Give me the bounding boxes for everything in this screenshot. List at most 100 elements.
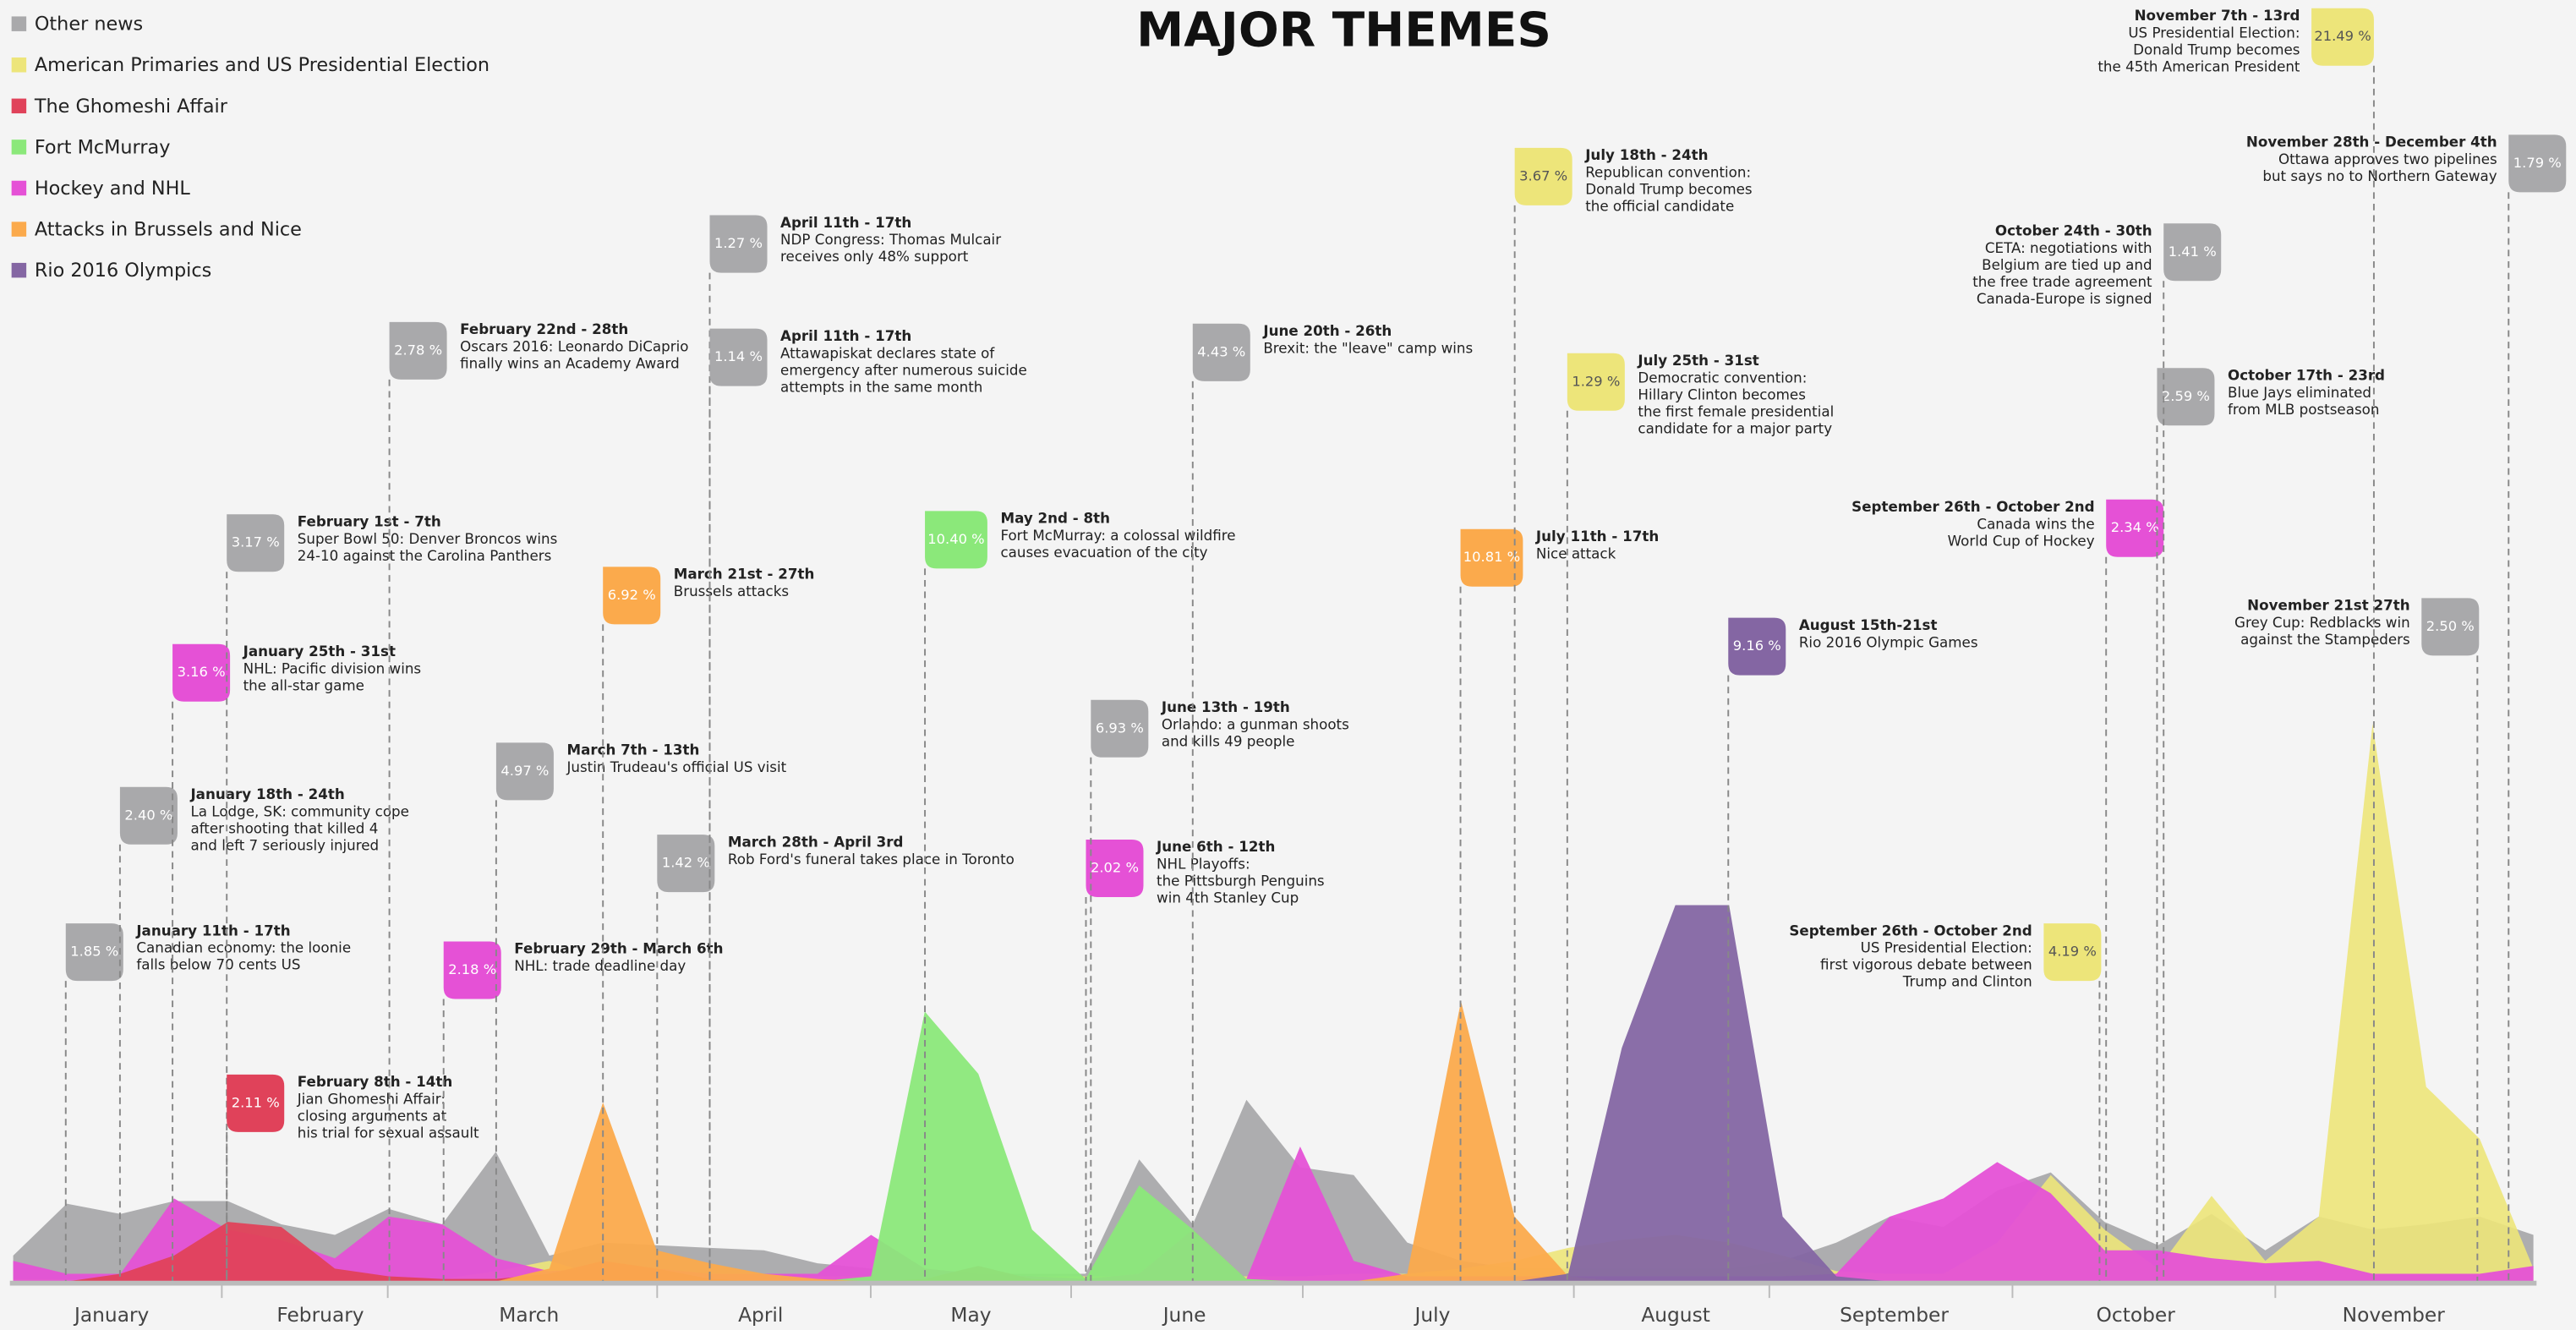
annotation-text: NHL Playoffs: bbox=[1157, 856, 1250, 873]
value-bubble bbox=[119, 786, 178, 845]
annotation-text: Republican convention: bbox=[1585, 164, 1751, 181]
annotation-date: June 20th - 26th bbox=[1262, 322, 1392, 339]
value-bubble bbox=[925, 511, 987, 569]
annotation-text: NHL: trade deadline day bbox=[514, 957, 686, 974]
value-bubble bbox=[2421, 598, 2480, 656]
legend-label: Fort McMurray bbox=[35, 136, 171, 158]
annotation-text: first vigorous debate between bbox=[1820, 956, 2032, 973]
value-bubble bbox=[1086, 839, 1144, 897]
annotation-text: Orlando: a gunman shoots bbox=[1162, 715, 1349, 732]
annotation-text: Brussels attacks bbox=[674, 583, 789, 599]
value-label: 2.18 % bbox=[448, 961, 496, 977]
annotation-text: Jian Ghomeshi Affair: bbox=[297, 1090, 446, 1107]
annotation-text: the official candidate bbox=[1585, 198, 1734, 215]
annotation-text: Rob Ford's funeral takes place in Toront… bbox=[728, 851, 1015, 868]
value-label: 6.92 % bbox=[608, 587, 656, 603]
value-bubble bbox=[2043, 923, 2102, 982]
annotation-date: October 24th - 30th bbox=[1995, 222, 2152, 238]
annotation-date: February 8th - 14th bbox=[298, 1073, 453, 1090]
value-bubble bbox=[1514, 147, 1572, 205]
annotation-text: receives only 48% support bbox=[780, 248, 969, 265]
annotation-text: and kills 49 people bbox=[1162, 732, 1295, 749]
value-label: 21.49 % bbox=[2314, 28, 2371, 44]
value-bubble bbox=[709, 215, 768, 273]
annotation-date: February 22nd - 28th bbox=[460, 320, 628, 337]
annotation-date: July 18th - 24th bbox=[1584, 146, 1708, 163]
annotation-date: February 1st - 7th bbox=[298, 512, 441, 529]
annotation-date: May 2nd - 8th bbox=[1000, 510, 1110, 527]
month-label: September bbox=[1840, 1304, 1949, 1327]
annotation-text: CETA: negotiations with bbox=[1985, 239, 2152, 256]
annotation-text: the 45th American President bbox=[2097, 57, 2300, 74]
value-bubble bbox=[443, 941, 501, 999]
annotation-date: January 11th - 17th bbox=[135, 922, 290, 939]
value-bubble bbox=[1091, 699, 1149, 758]
annotation-text: causes evacuation of the city bbox=[1000, 544, 1207, 561]
value-label: 2.11 % bbox=[232, 1094, 280, 1110]
annotation-text: Oscars 2016: Leonardo DiCaprio bbox=[460, 337, 688, 354]
legend-label: The Ghomeshi Affair bbox=[34, 96, 228, 118]
value-bubble bbox=[2157, 368, 2215, 426]
value-bubble bbox=[1192, 323, 1250, 381]
annotation-date: July 11th - 17th bbox=[1535, 528, 1659, 545]
value-label: 1.14 % bbox=[714, 348, 763, 364]
annotation-text: 24-10 against the Carolina Panthers bbox=[298, 547, 552, 564]
value-label: 4.97 % bbox=[500, 763, 549, 779]
annotation-date: January 25th - 31st bbox=[243, 643, 396, 660]
value-label: 9.16 % bbox=[1733, 638, 1781, 654]
value-label: 1.85 % bbox=[70, 944, 118, 960]
value-bubble bbox=[2508, 134, 2567, 193]
annotation-text: Super Bowl 50: Denver Broncos wins bbox=[298, 530, 558, 547]
value-bubble bbox=[2163, 223, 2222, 282]
month-label: October bbox=[2097, 1304, 2176, 1327]
value-label: 10.40 % bbox=[927, 531, 984, 547]
annotation-date: November 21st 27th bbox=[2247, 597, 2410, 614]
month-label: August bbox=[1641, 1304, 1710, 1327]
legend: Other news American Primaries and US Pres… bbox=[11, 14, 489, 282]
area bbox=[13, 1146, 2534, 1282]
value-bubble bbox=[65, 923, 123, 982]
annotation-date: February 29th - March 6th bbox=[514, 940, 723, 957]
annotation-text: his trial for sexual assault bbox=[298, 1124, 479, 1141]
annotation-text: candidate for a major party bbox=[1638, 419, 1832, 436]
legend-swatch bbox=[11, 262, 27, 278]
annotation-date: July 25th - 31st bbox=[1637, 352, 1758, 369]
annotation-text: Grey Cup: Redblacks win bbox=[2234, 614, 2410, 631]
annotation-text: after shooting that killed 4 bbox=[190, 819, 378, 836]
value-bubble bbox=[389, 321, 447, 380]
annotation-text: La Lodge, SK: community cope bbox=[190, 802, 408, 819]
annotation-text: the all-star game bbox=[243, 676, 364, 693]
value-label: 4.43 % bbox=[1197, 343, 1245, 359]
annotation-date: September 26th - October 2nd bbox=[1851, 498, 2094, 515]
annotation-text: attempts in the same month bbox=[780, 378, 982, 395]
annotation-text: Brexit: the "leave" camp wins bbox=[1263, 339, 1473, 356]
annotation-text: emergency after numerous suicide bbox=[780, 361, 1027, 378]
annotation-text: Fort McMurray: a colossal wildfire bbox=[1000, 527, 1235, 544]
value-label: 1.42 % bbox=[662, 855, 710, 871]
legend-label: Hockey and NHL bbox=[35, 178, 191, 200]
annotation-text: NHL: Pacific division wins bbox=[243, 660, 422, 676]
annotation-text: Donald Trump becomes bbox=[2133, 41, 2300, 57]
x-axis: January February March April May June July Augu… bbox=[9, 1280, 2537, 1327]
annotation-date: March 7th - 13th bbox=[566, 742, 699, 758]
value-bubble bbox=[1567, 353, 1625, 411]
annotation-date: August 15th-21st bbox=[1799, 616, 1938, 633]
value-label: 1.27 % bbox=[714, 235, 763, 251]
annotation-text: Canada-Europe is signed bbox=[1977, 290, 2152, 307]
annotation-date: June 6th - 12th bbox=[1156, 838, 1275, 855]
annotation-text: Trump and Clinton bbox=[1902, 973, 2032, 990]
value-bubble bbox=[709, 328, 768, 386]
annotation-date: January 18th - 24th bbox=[189, 785, 344, 802]
annotation-date: November 7th - 13rd bbox=[2135, 7, 2300, 24]
annotation-text: Donald Trump becomes bbox=[1585, 181, 1752, 198]
annotation-text: Justin Trudeau's official US visit bbox=[566, 758, 786, 775]
value-label: 2.59 % bbox=[2162, 388, 2210, 404]
legend-swatch bbox=[11, 222, 27, 237]
value-label: 1.41 % bbox=[2169, 244, 2217, 260]
month-label: May bbox=[950, 1304, 991, 1327]
legend-label: Rio 2016 Olympics bbox=[35, 260, 211, 282]
annotation-date: September 26th - October 2nd bbox=[1789, 922, 2032, 939]
